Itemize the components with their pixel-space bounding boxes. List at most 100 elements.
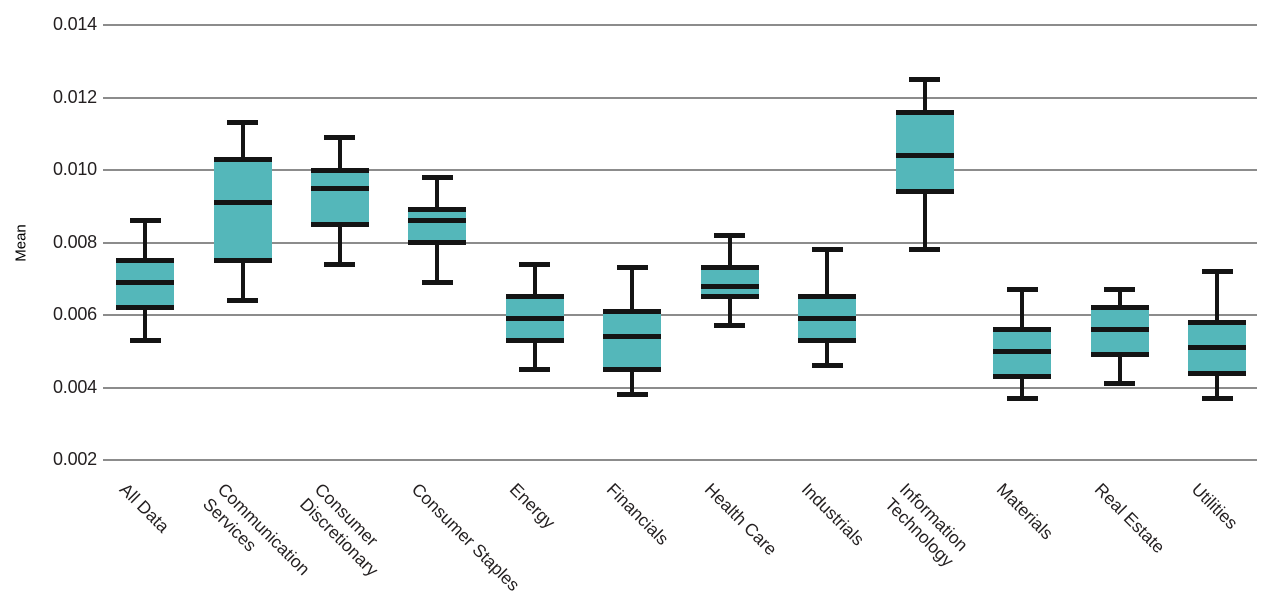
whisker-cap-upper [1104, 287, 1135, 293]
whisker-stem-lower [825, 340, 830, 366]
median-line [798, 316, 857, 322]
whisker-stem-lower [532, 340, 537, 370]
whisker-cap-lower [324, 261, 356, 267]
whisker-stem-upper [1215, 271, 1219, 323]
whisker-stem-lower [435, 242, 440, 283]
whisker-stem-lower [922, 191, 927, 250]
box-top-edge [700, 265, 759, 271]
box-body [895, 112, 954, 192]
y-tick-label: 0.004 [52, 376, 97, 397]
whisker-cap-upper [227, 120, 258, 126]
y-tick-label: 0.010 [52, 159, 97, 180]
x-tick-label-energy: Energy [505, 479, 559, 533]
box-bottom-edge [993, 374, 1052, 380]
x-tick-label-financials: Financials [602, 479, 673, 550]
box-bottom-edge [1188, 370, 1246, 376]
x-tick-label-industrials: Industrials [797, 479, 869, 550]
whisker-stem-upper [630, 267, 635, 312]
whisker-stem-lower [143, 307, 147, 341]
whisker-stem-upper [727, 235, 732, 268]
x-tick-label-line: Real Estate [1090, 479, 1169, 558]
x-tick-label-communication-services: Communication Services [198, 479, 314, 593]
whisker-stem-lower [337, 224, 342, 265]
box-bottom-edge [116, 305, 174, 311]
whisker-cap-upper [129, 218, 161, 224]
whisker-cap-lower [811, 363, 843, 369]
x-tick-label-line: Utilities [1187, 479, 1242, 534]
gridline-0.008 [103, 241, 1257, 244]
whisker-cap-lower [616, 392, 648, 398]
box-top-edge [603, 308, 662, 314]
whisker-stem-lower [240, 260, 245, 301]
x-tick-label-real-estate: Real Estate [1090, 479, 1169, 558]
x-tick-label-utilities: Utilities [1187, 479, 1242, 534]
whisker-stem-upper [240, 122, 245, 160]
box-body [700, 267, 759, 297]
y-tick-label: 0.014 [52, 14, 97, 35]
whisker-cap-lower [421, 279, 453, 285]
box-body [213, 159, 272, 261]
whisker-stem-upper [825, 249, 830, 297]
whisker-stem-lower [1117, 354, 1122, 384]
whisker-stem-lower [630, 369, 635, 395]
gridline-0.004 [103, 386, 1257, 389]
whisker-cap-lower [1201, 395, 1233, 401]
whisker-cap-lower [1104, 381, 1135, 387]
whisker-stem-upper [922, 79, 927, 112]
whisker-stem-upper [1020, 289, 1025, 330]
whisker-cap-upper [714, 232, 746, 238]
box-bottom-edge [505, 337, 564, 343]
median-line [603, 334, 662, 340]
whisker-cap-upper [909, 76, 941, 82]
median-line [993, 348, 1052, 354]
whisker-stem-upper [1117, 289, 1122, 308]
whisker-cap-lower [909, 247, 941, 253]
whisker-cap-upper [616, 265, 648, 271]
whisker-cap-upper [519, 261, 551, 267]
box-bottom-edge [310, 221, 369, 227]
whisker-cap-upper [811, 247, 843, 253]
x-tick-label-line: Financials [603, 479, 674, 549]
box-bottom-edge [213, 258, 272, 264]
whisker-stem-lower [1020, 376, 1025, 399]
y-tick-label: 0.002 [52, 449, 97, 470]
whisker-cap-lower [1006, 395, 1038, 401]
median-line [310, 185, 369, 191]
x-tick-label-health-care: Health Care [700, 479, 781, 560]
whisker-cap-upper [1006, 287, 1038, 293]
box-top-edge [213, 156, 272, 162]
whisker-stem-upper [143, 220, 147, 261]
box-top-edge [310, 167, 369, 173]
box-bottom-edge [408, 240, 467, 245]
y-tick-label: 0.006 [52, 304, 97, 325]
gridline-0.002 [103, 459, 1257, 461]
x-tick-label-all-data: All Data [115, 479, 173, 537]
box-body [408, 209, 467, 243]
median-line [1090, 327, 1149, 332]
x-tick-label-line: All Data [115, 479, 174, 537]
median-line [213, 200, 272, 206]
box-bottom-edge [798, 337, 857, 343]
whisker-stem-upper [532, 264, 537, 297]
box-bottom-edge [700, 294, 759, 300]
whisker-cap-lower [519, 366, 551, 372]
x-tick-label-line: Health Care [700, 479, 781, 560]
whisker-cap-upper [421, 174, 453, 180]
box-top-edge [798, 294, 857, 300]
whisker-cap-lower [714, 323, 746, 329]
whisker-cap-upper [1201, 269, 1233, 274]
gridline-0.014 [103, 24, 1257, 26]
gridline-0.012 [103, 96, 1257, 99]
median-line [700, 283, 759, 289]
whisker-cap-upper [324, 134, 356, 140]
median-line [505, 316, 564, 322]
box-bottom-edge [1090, 352, 1149, 358]
box-top-edge [1090, 305, 1149, 311]
box-top-edge [993, 327, 1052, 332]
median-line [1188, 345, 1246, 351]
whisker-stem-upper [435, 177, 440, 210]
x-tick-label-line: Energy [505, 479, 560, 533]
y-axis-title: Mean [12, 224, 30, 262]
box-body [310, 170, 369, 225]
